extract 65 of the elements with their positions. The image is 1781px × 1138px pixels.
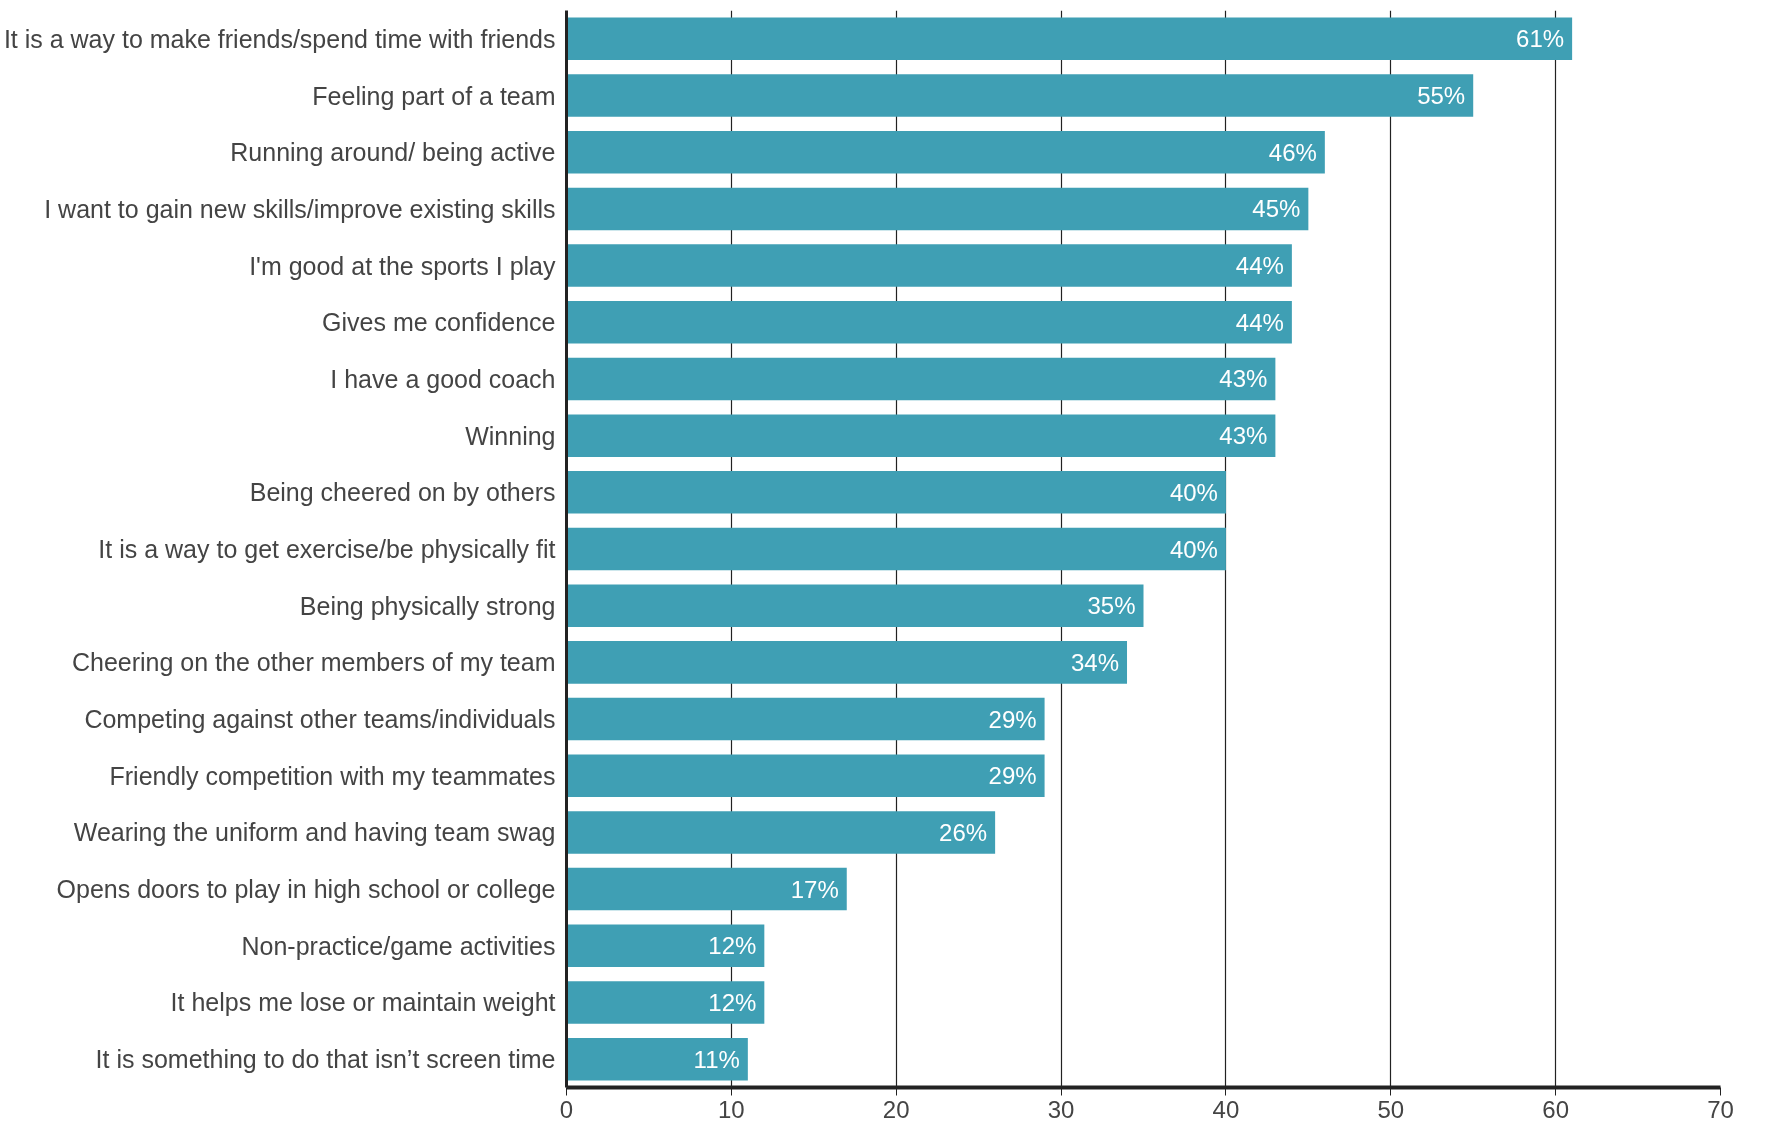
x-tick-label: 30 [1047, 1095, 1075, 1123]
data-label: 43% [1219, 365, 1268, 393]
y-tick-label: Gives me confidence [322, 308, 556, 337]
bar [566, 697, 1045, 741]
bar [566, 527, 1226, 571]
data-label: 34% [1070, 648, 1120, 676]
y-tick-label: I want to gain new skills/improve existing skills [44, 194, 556, 223]
x-tick-label: 40 [1212, 1095, 1240, 1123]
x-tick-label: 20 [882, 1095, 910, 1123]
y-tick-label: Running around/ being active [230, 138, 556, 167]
data-label: 44% [1235, 252, 1284, 280]
bar [566, 17, 1573, 61]
y-tick-label: Being physically strong [299, 591, 556, 620]
y-tick-label: Wearing the uniform and having team swag [73, 818, 556, 847]
data-label: 61% [1516, 25, 1565, 53]
bar [566, 414, 1276, 457]
data-label: 46% [1268, 138, 1317, 166]
bar [566, 924, 765, 968]
data-label: 43% [1219, 422, 1268, 450]
y-tick-label: Competing against other teams/individuals [84, 705, 556, 734]
x-tick-label: 70 [1707, 1095, 1734, 1123]
data-label: 40% [1169, 478, 1218, 506]
bar [566, 641, 1128, 684]
y-tick-label: It is a way to make friends/spend time with friends [3, 24, 556, 53]
bar [566, 584, 1144, 627]
bar [566, 867, 847, 911]
x-tick-label: 0 [559, 1095, 574, 1123]
bar [566, 1037, 748, 1081]
y-tick-label: Cheering on the other members of my team [71, 648, 556, 677]
bar [566, 187, 1309, 231]
data-label: 55% [1417, 82, 1466, 110]
bar [566, 471, 1226, 514]
x-tick-label: 60 [1542, 1095, 1569, 1123]
y-tick-label: Feeling part of a team [312, 81, 556, 110]
data-label: 35% [1087, 592, 1136, 620]
data-label: 12% [708, 932, 757, 960]
data-label: 26% [939, 818, 988, 846]
data-label: 29% [988, 762, 1037, 790]
data-label: 44% [1235, 308, 1284, 336]
y-tick-label: I have a good coach [330, 364, 556, 393]
data-label: 29% [988, 705, 1037, 733]
bar [566, 74, 1474, 117]
data-label: 40% [1169, 535, 1218, 563]
y-tick-label: Non-practice/game activities [241, 931, 556, 960]
x-tick-label: 50 [1377, 1095, 1405, 1123]
bar [566, 754, 1045, 797]
data-label: 17% [790, 875, 839, 903]
data-label: 12% [708, 988, 757, 1016]
bar [566, 301, 1292, 344]
y-tick-label: I'm good at the sports I play [249, 251, 556, 280]
y-tick-label: It is a way to get exercise/be physically fit [98, 535, 556, 563]
y-tick-label: It is something to do that isn’t screen time [95, 1045, 556, 1074]
bar [566, 981, 765, 1024]
bar [566, 244, 1292, 287]
y-tick-label: Winning [465, 421, 556, 450]
data-label: 45% [1252, 195, 1301, 223]
y-tick-label: Friendly competition with my teammates [109, 761, 556, 790]
bar [566, 130, 1325, 174]
bar [566, 811, 996, 854]
y-tick-label: Being cheered on by others [249, 478, 556, 507]
bar [566, 357, 1276, 401]
y-tick-label: It helps me lose or maintain weight [170, 988, 556, 1017]
data-label: 11% [693, 1045, 740, 1073]
y-tick-label: Opens doors to play in high school or college [56, 875, 556, 904]
x-tick-label: 10 [718, 1095, 745, 1123]
